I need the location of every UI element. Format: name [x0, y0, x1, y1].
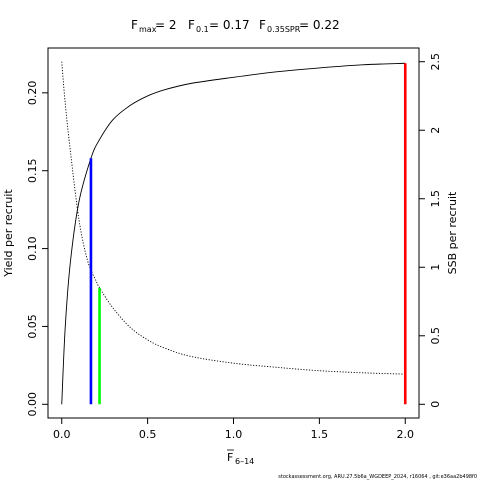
title-f01-value: = 0.17 [209, 18, 250, 32]
title-fspr-subscript: 0.35SPR [267, 25, 301, 34]
ssb-per-recruit-curve [61, 61, 406, 375]
chart-title: F max = 2 F 0.1 = 0.17 F 0.35SPR = 0.22 [131, 18, 340, 34]
x-axis-title: F 6–14 [227, 449, 254, 466]
title-fspr-value: = 0.22 [299, 18, 340, 32]
y-right-tick-label: 1 [429, 264, 442, 271]
plot-frame [47, 47, 420, 419]
title-fmax-value: = 2 [155, 18, 177, 32]
y-right-tick-label: 2.5 [429, 53, 442, 71]
x-axis-title-symbol: F [227, 451, 233, 464]
reference-lines [89, 63, 407, 405]
y-left-tick-label: 0.05 [26, 314, 39, 339]
y-right-tick-label: 1.5 [429, 190, 442, 208]
x-tick-label: 1.5 [311, 428, 329, 441]
source-credit: stockassessment.org, ARU.27.5b6a_WGDEEP_… [278, 474, 477, 480]
yield-per-recruit-curve [61, 62, 406, 405]
x-tick-label: 2.0 [397, 428, 415, 441]
y-left-tick-label: 0.00 [26, 392, 39, 417]
y-right-tick-label: 2 [429, 127, 442, 134]
y-left-tick-label: 0.20 [26, 81, 39, 106]
x-axis-title-subscript: 6–14 [235, 457, 254, 466]
y-left-axis-title: Yield per recruit [2, 189, 15, 278]
title-f01-subscript: 0.1 [196, 25, 209, 34]
x-tick-label: 0.5 [139, 428, 157, 441]
title-fspr-symbol: F [259, 18, 266, 32]
y-right-tick-label: 0 [429, 401, 442, 408]
y-right-tick-label: 0.5 [429, 327, 442, 345]
curves [61, 61, 406, 405]
y-right-axis-title: SSB per recruit [446, 191, 459, 274]
x-tick-label: 1.0 [225, 428, 243, 441]
title-fmax-subscript: max [139, 25, 157, 34]
title-f01-symbol: F [188, 18, 195, 32]
axis-ticks: 0.0 0.5 1.0 1.5 2.0 0.00 0.05 0.10 0.15 0.20 0 0.5 1… [26, 53, 442, 441]
y-left-tick-label: 0.10 [26, 236, 39, 261]
title-fmax-symbol: F [131, 18, 138, 32]
x-tick-label: 0.0 [53, 428, 71, 441]
y-left-tick-label: 0.15 [26, 158, 39, 183]
